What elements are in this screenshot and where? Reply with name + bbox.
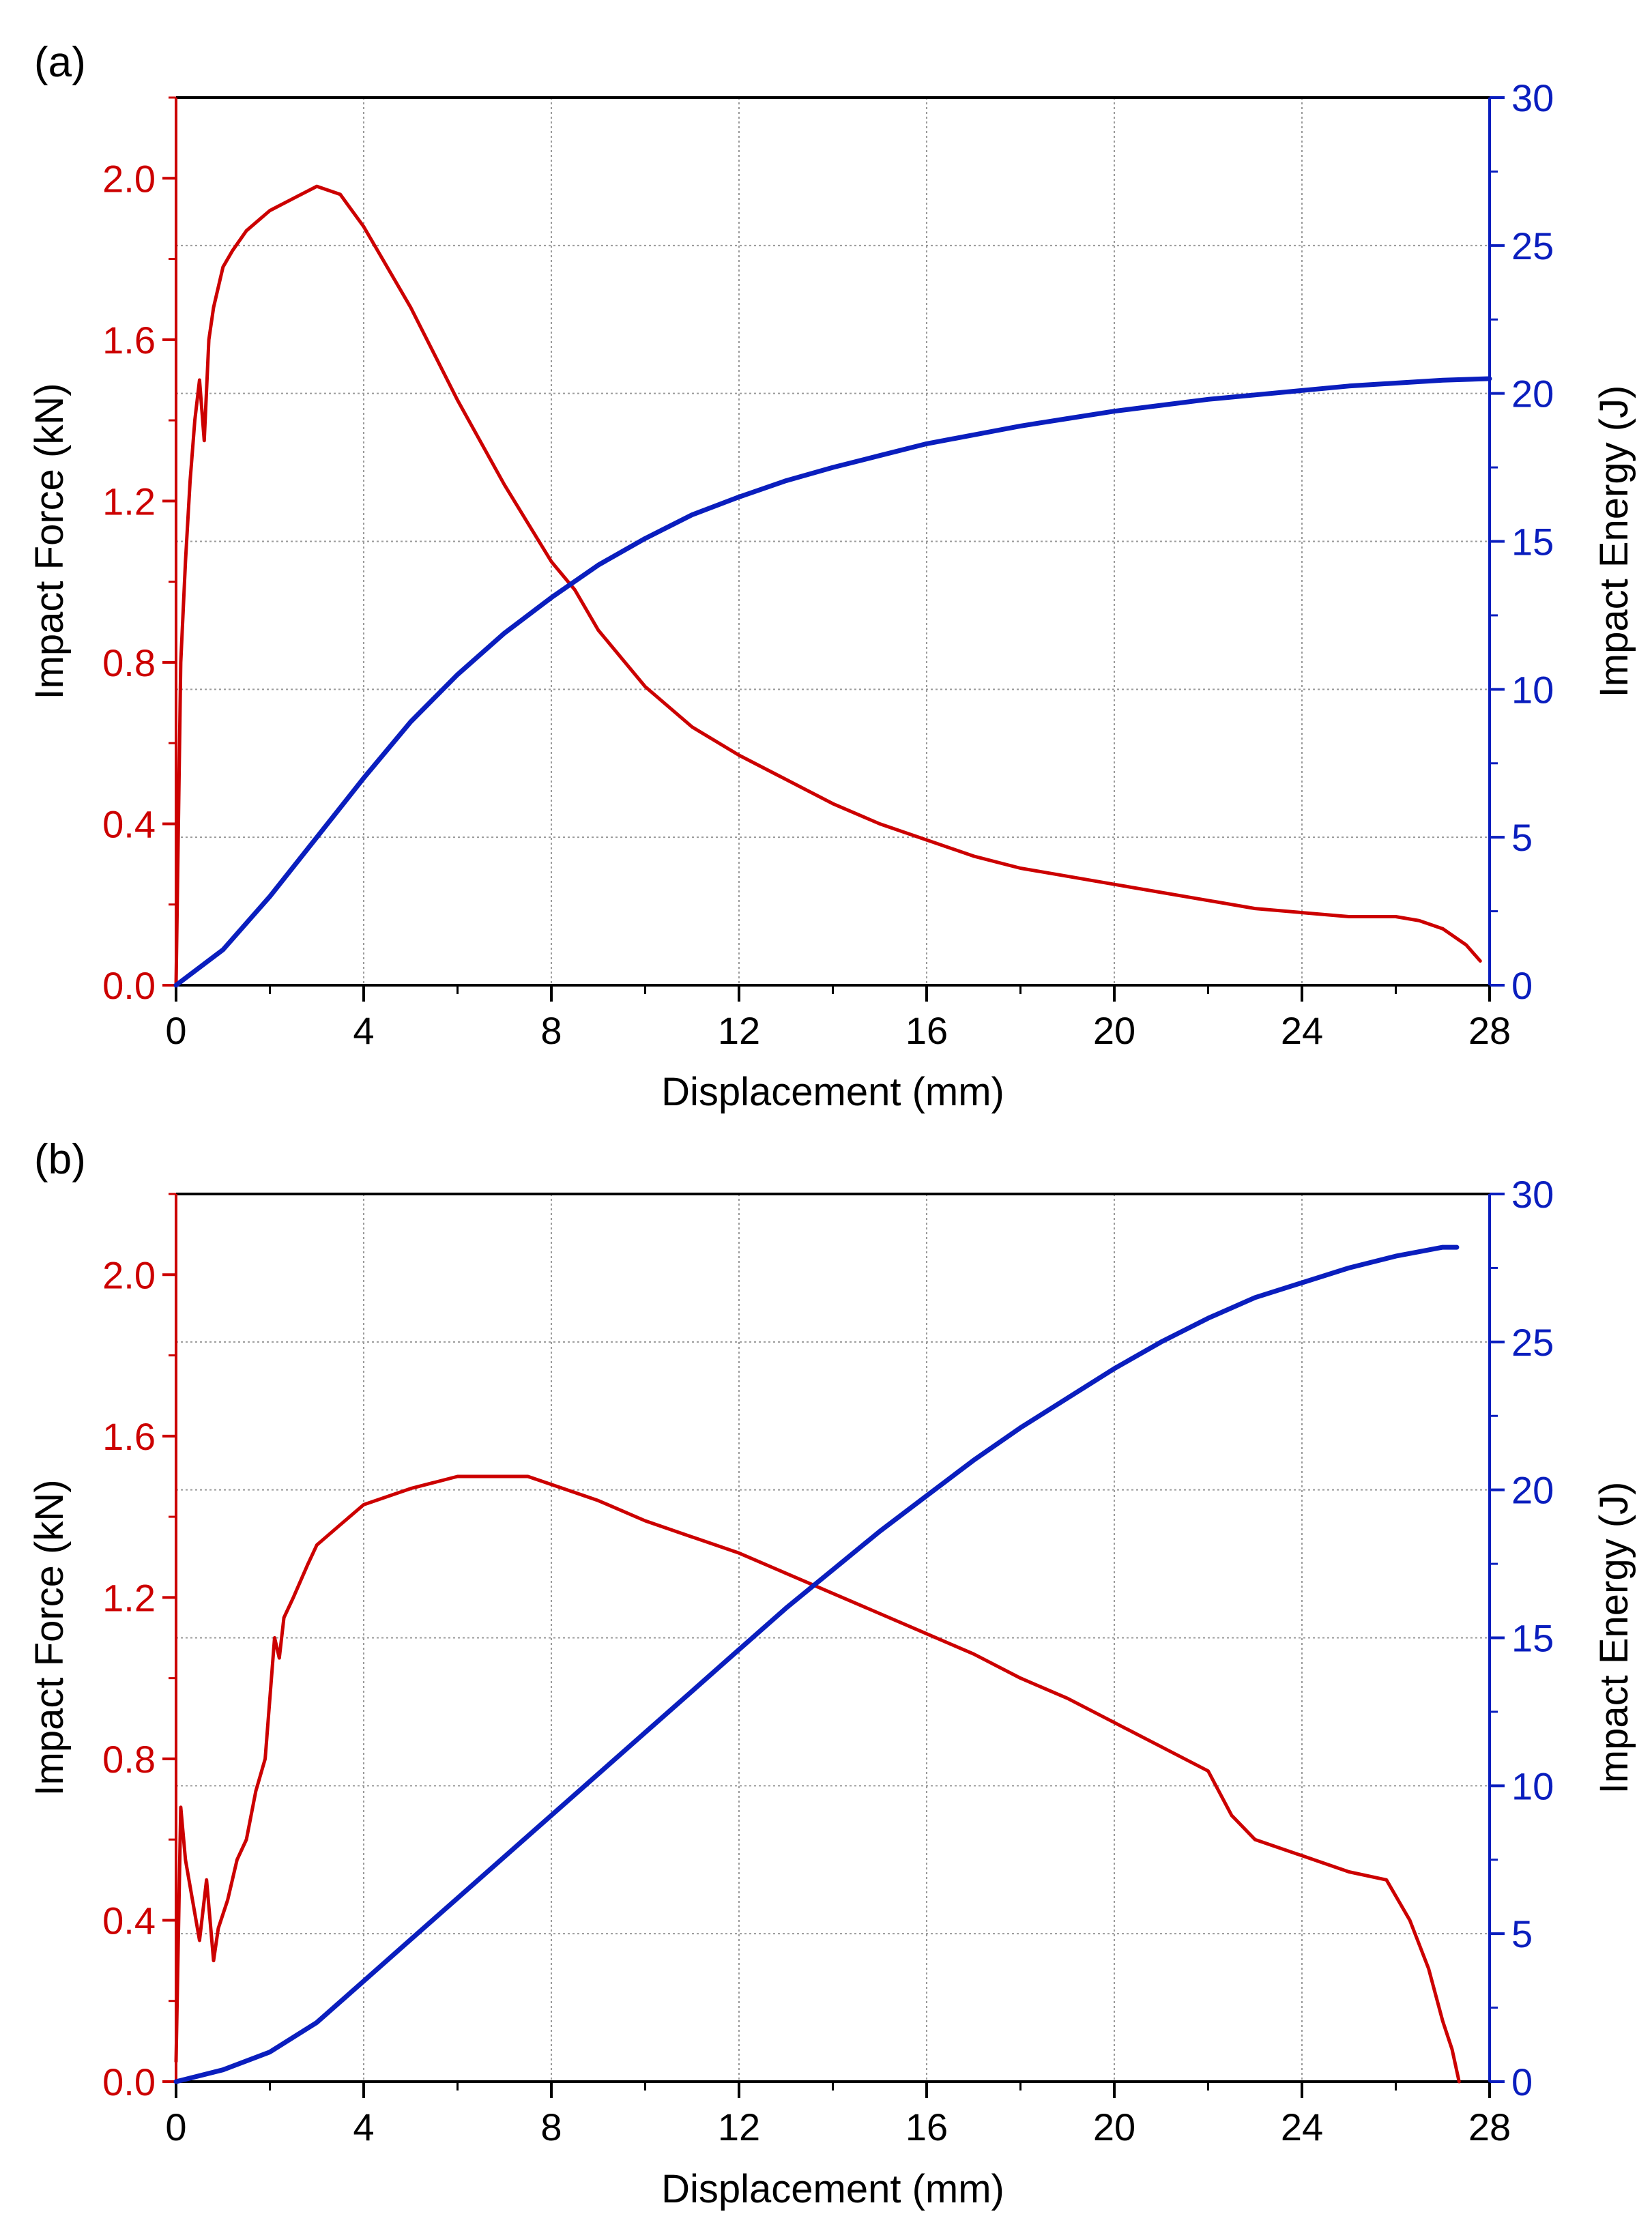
y-right-tick-label: 10	[1511, 1764, 1554, 1807]
x-tick-label: 16	[905, 1009, 948, 1052]
y-right-tick-label: 20	[1511, 1469, 1554, 1512]
y-right-tick-label: 5	[1511, 1912, 1533, 1955]
x-tick-label: 20	[1093, 1009, 1135, 1052]
force-series-line	[174, 184, 1482, 987]
x-axis-title: Displacement (mm)	[661, 2167, 1004, 2211]
y-left-tick-label: 0.8	[102, 1738, 156, 1781]
x-tick-label: 16	[905, 2106, 948, 2148]
y-right-axis-title: Impact Energy (J)	[1592, 1482, 1636, 1794]
energy-series-line	[173, 1244, 1460, 2084]
y-left-axis-title: Impact Force (kN)	[27, 1479, 72, 1796]
y-left-tick-label: 0.4	[102, 802, 156, 845]
y-left-tick-label: 0.4	[102, 1899, 156, 1942]
x-tick-label: 12	[718, 2106, 760, 2148]
y-right-tick-label: 0	[1511, 2060, 1533, 2103]
panel-label: (a)	[34, 39, 86, 86]
panel-label: (b)	[34, 1136, 86, 1183]
energy-series-line	[173, 376, 1492, 988]
y-right-tick-label: 15	[1511, 521, 1554, 564]
x-tick-label: 8	[540, 2106, 562, 2148]
chart-panel-a: (a) 0 4 8 12 16 20 24 28 0.0 0.4 0.8 1.2 1.6 2.0 0 5 10 15…	[27, 39, 1636, 1114]
y-right-tick-label: 0	[1511, 964, 1533, 1007]
chart-panel-b: (b) 0 4 8 12 16 20 24 28 0.0 0.4 0.8 1.2 1.6 2.0 0 5 10 15…	[27, 1136, 1636, 2211]
force-series-line	[174, 1474, 1461, 2084]
y-right-tick-label: 5	[1511, 816, 1533, 859]
x-tick-label: 8	[540, 1009, 562, 1052]
y-left-tick-label: 1.6	[102, 319, 156, 362]
x-tick-label: 24	[1281, 1009, 1323, 1052]
x-tick-label: 28	[1468, 1009, 1511, 1052]
x-tick-label: 4	[353, 1009, 374, 1052]
y-right-axis-title: Impact Energy (J)	[1592, 385, 1636, 698]
y-right-tick-label: 15	[1511, 1617, 1554, 1660]
y-left-tick-label: 2.0	[102, 1253, 156, 1296]
y-left-axis-title: Impact Force (kN)	[27, 383, 72, 699]
y-left-tick-label: 1.6	[102, 1415, 156, 1458]
y-right-tick-label: 30	[1511, 76, 1554, 119]
y-right-tick-label: 10	[1511, 668, 1554, 711]
x-axis-title: Displacement (mm)	[661, 1070, 1004, 1114]
x-tick-label: 12	[718, 1009, 760, 1052]
y-right-tick-label: 25	[1511, 1321, 1554, 1364]
y-right-tick-label: 25	[1511, 224, 1554, 267]
x-tick-label: 4	[353, 2106, 374, 2148]
y-left-tick-label: 1.2	[102, 480, 156, 523]
y-left-tick-label: 1.2	[102, 1576, 156, 1619]
x-tick-label: 28	[1468, 2106, 1511, 2148]
x-tick-label: 24	[1281, 2106, 1323, 2148]
y-left-tick-label: 2.0	[102, 157, 156, 200]
y-left-tick-label: 0.0	[102, 964, 156, 1007]
y-right-tick-label: 30	[1511, 1173, 1554, 1216]
x-tick-label: 0	[165, 1009, 186, 1052]
y-right-tick-label: 20	[1511, 373, 1554, 416]
x-tick-label: 20	[1093, 2106, 1135, 2148]
x-tick-label: 0	[165, 2106, 186, 2148]
y-left-tick-label: 0.8	[102, 641, 156, 684]
y-left-tick-label: 0.0	[102, 2060, 156, 2103]
